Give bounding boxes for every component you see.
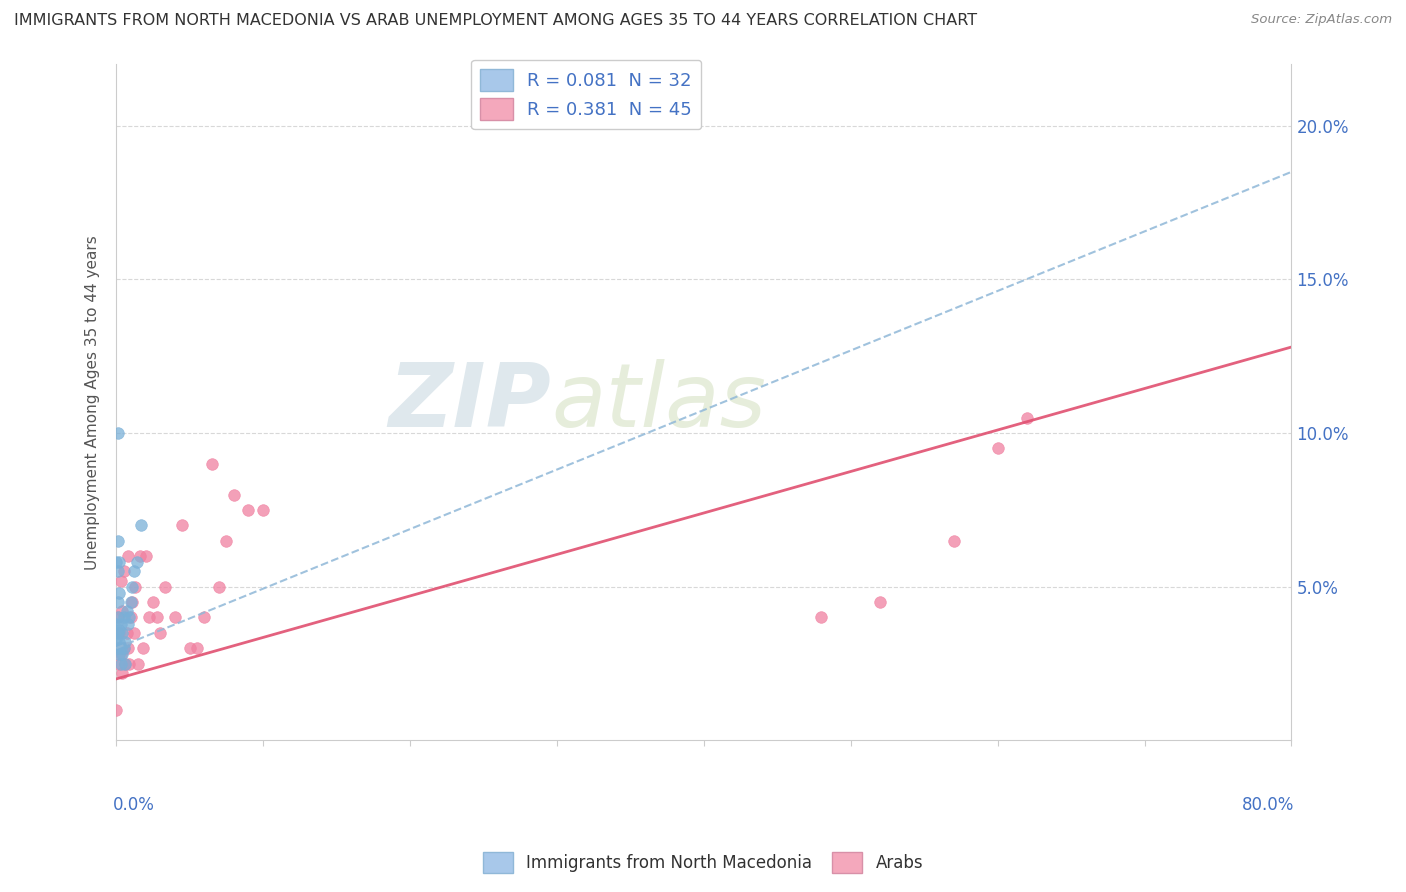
Point — [135, 549, 157, 563]
Point — [121, 595, 143, 609]
Point — [869, 595, 891, 609]
Point — [105, 555, 128, 569]
Point — [128, 549, 150, 563]
Point — [127, 657, 149, 671]
Point — [153, 580, 176, 594]
Point — [112, 565, 135, 579]
Point — [111, 625, 134, 640]
Point — [110, 648, 132, 662]
Point — [108, 648, 131, 662]
Text: atlas: atlas — [551, 359, 766, 445]
Point — [132, 641, 155, 656]
Point — [122, 565, 145, 579]
Point — [201, 457, 224, 471]
Point — [107, 610, 129, 624]
Point — [124, 580, 146, 594]
Point — [117, 641, 139, 656]
Point — [114, 657, 136, 671]
Point — [107, 595, 129, 609]
Point — [179, 641, 201, 656]
Point — [118, 610, 141, 624]
Point — [111, 665, 134, 680]
Point — [121, 580, 143, 594]
Point — [107, 533, 129, 548]
Point — [108, 657, 131, 671]
Point — [105, 632, 128, 646]
Legend: Immigrants from North Macedonia, Arabs: Immigrants from North Macedonia, Arabs — [477, 846, 929, 880]
Point — [120, 595, 142, 609]
Point — [112, 641, 135, 656]
Point — [108, 555, 131, 569]
Point — [111, 648, 134, 662]
Point — [125, 555, 148, 569]
Point — [105, 616, 128, 631]
Point — [942, 533, 965, 548]
Point — [107, 426, 129, 441]
Point — [1015, 410, 1038, 425]
Point — [115, 625, 138, 640]
Point — [107, 641, 129, 656]
Text: 0.0%: 0.0% — [114, 796, 155, 814]
Text: ZIP: ZIP — [388, 359, 551, 446]
Point — [108, 586, 131, 600]
Point — [222, 487, 245, 501]
Point — [112, 641, 135, 656]
Point — [193, 610, 215, 624]
Point — [112, 610, 135, 624]
Legend: R = 0.081  N = 32, R = 0.381  N = 45: R = 0.081 N = 32, R = 0.381 N = 45 — [471, 60, 702, 129]
Point — [252, 503, 274, 517]
Text: Source: ZipAtlas.com: Source: ZipAtlas.com — [1251, 13, 1392, 27]
Point — [110, 616, 132, 631]
Point — [186, 641, 208, 656]
Point — [114, 657, 136, 671]
Point — [987, 442, 1010, 456]
Point — [110, 641, 132, 656]
Point — [107, 610, 129, 624]
Point — [110, 574, 132, 588]
Point — [115, 604, 138, 618]
Point — [208, 580, 231, 594]
Y-axis label: Unemployment Among Ages 35 to 44 years: Unemployment Among Ages 35 to 44 years — [86, 235, 100, 570]
Text: 80.0%: 80.0% — [1241, 796, 1295, 814]
Point — [163, 610, 186, 624]
Point — [111, 604, 134, 618]
Text: IMMIGRANTS FROM NORTH MACEDONIA VS ARAB UNEMPLOYMENT AMONG AGES 35 TO 44 YEARS C: IMMIGRANTS FROM NORTH MACEDONIA VS ARAB … — [14, 13, 977, 29]
Point — [149, 625, 172, 640]
Point — [172, 518, 194, 533]
Point — [105, 703, 128, 717]
Point — [138, 610, 160, 624]
Point — [122, 625, 145, 640]
Point — [108, 623, 131, 637]
Point — [107, 565, 129, 579]
Point — [215, 533, 238, 548]
Point — [107, 641, 129, 656]
Point — [810, 610, 832, 624]
Point — [238, 503, 260, 517]
Point — [107, 625, 129, 640]
Point — [110, 657, 132, 671]
Point — [117, 549, 139, 563]
Point — [142, 595, 165, 609]
Point — [108, 625, 131, 640]
Point — [120, 610, 142, 624]
Point — [117, 616, 139, 631]
Point — [118, 657, 141, 671]
Point — [108, 635, 131, 649]
Point — [129, 518, 152, 533]
Point — [146, 610, 169, 624]
Point — [114, 635, 136, 649]
